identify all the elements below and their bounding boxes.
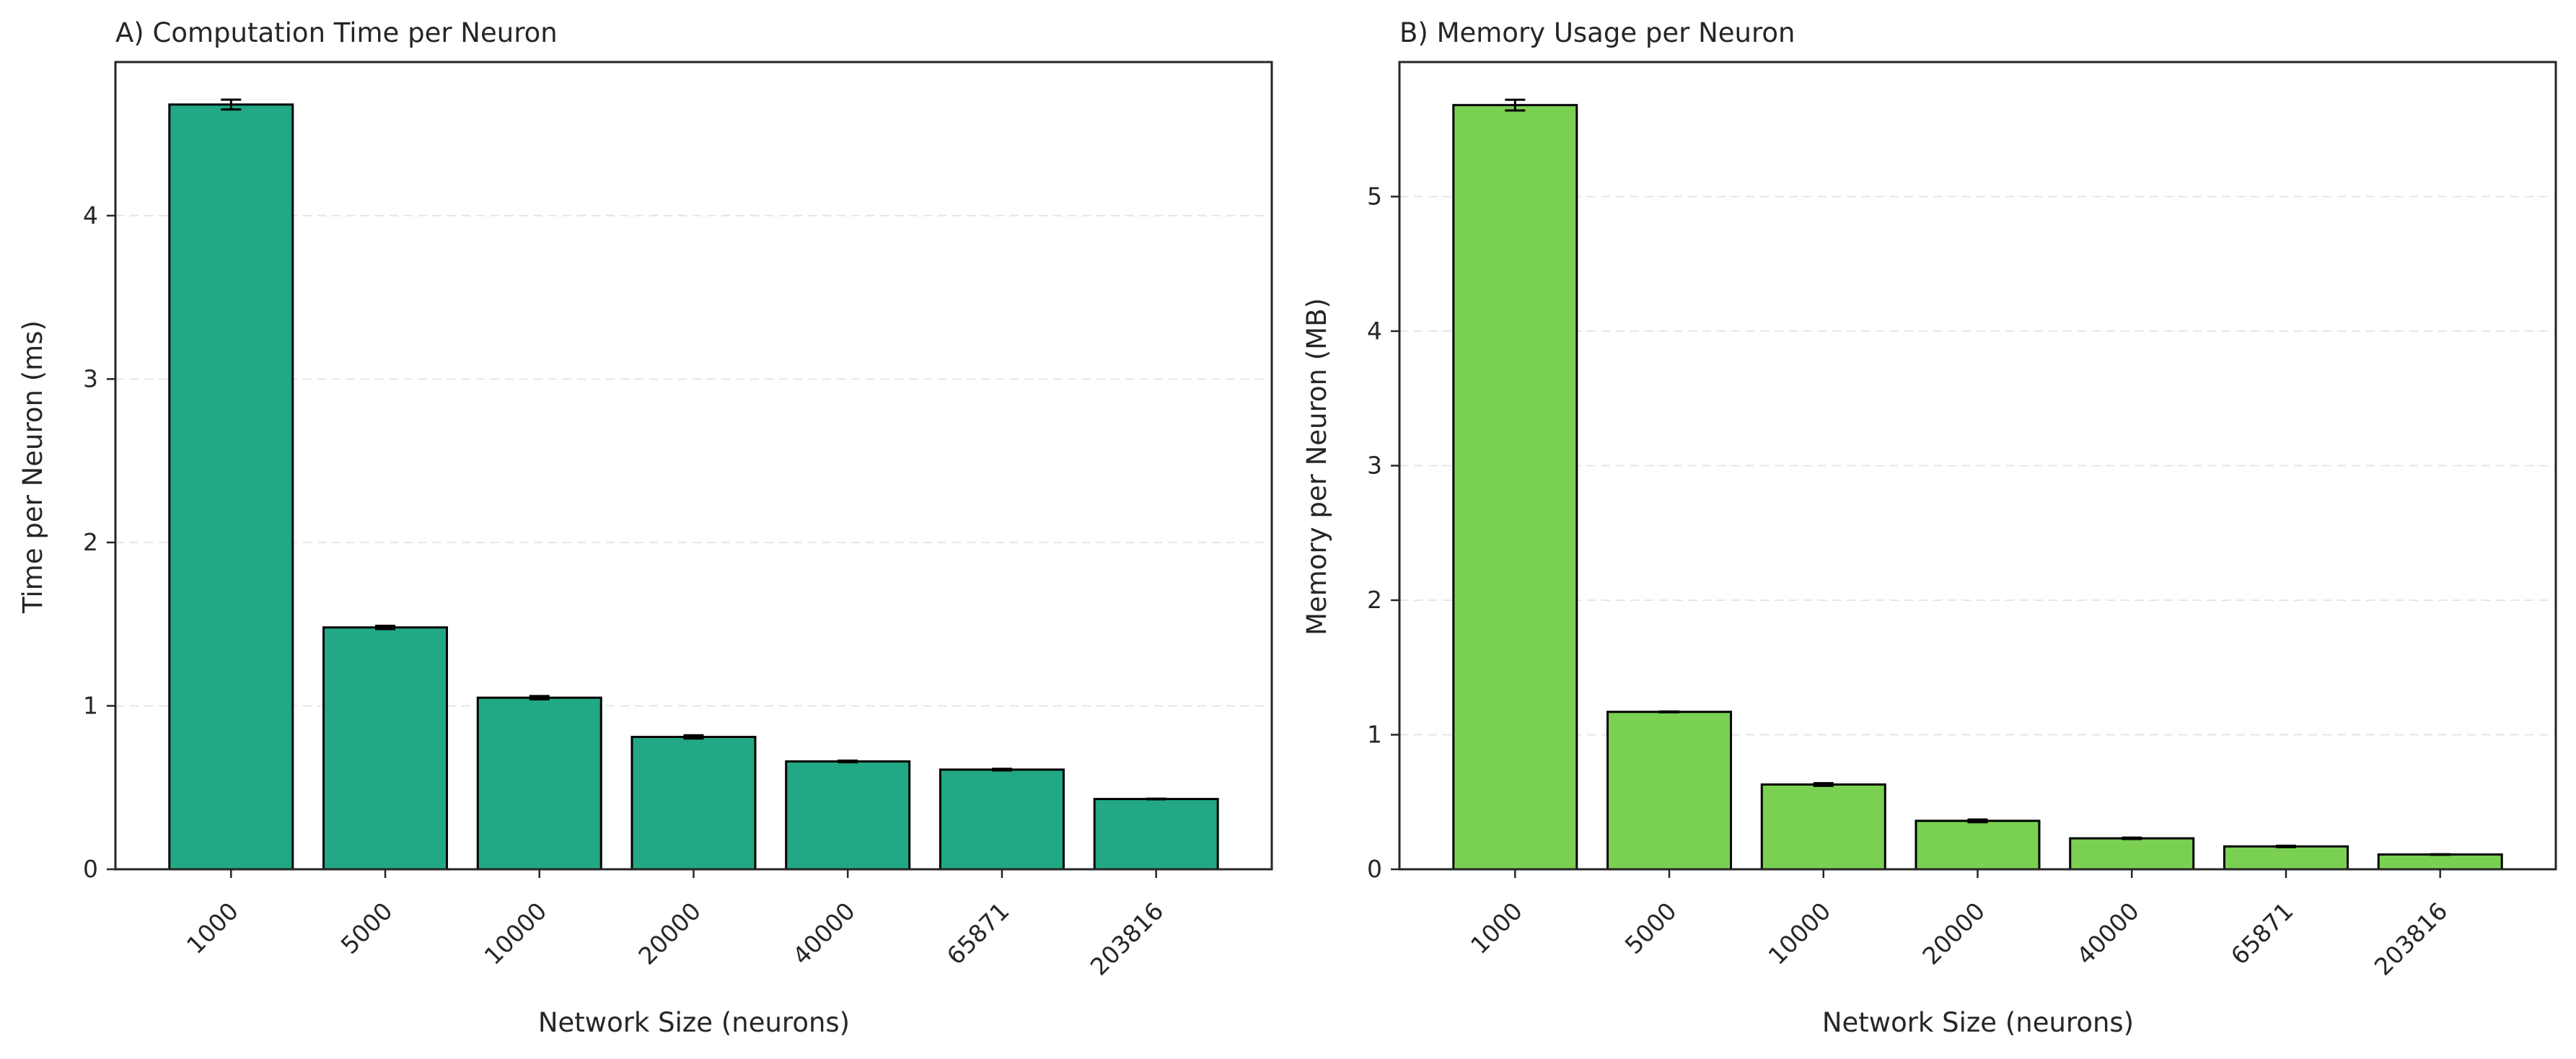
panel-a-y-axis-label: Time per Neuron (ms)	[17, 320, 48, 614]
panel-a-bar	[785, 760, 911, 871]
panel-a-x-tick-label: 10000	[479, 897, 553, 970]
panel-b-bar	[2069, 837, 2195, 871]
panel-a-x-axis-label: Network Size (neurons)	[538, 1007, 850, 1038]
panel-a-bar	[476, 696, 602, 871]
panel-b-y-tick-label: 5	[1367, 183, 1382, 211]
panel-a-y-tick-label: 4	[83, 201, 98, 229]
panel-a-y-tick-label: 0	[83, 855, 98, 883]
panel-b: B) Memory Usage per Neuron Network Size …	[1301, 17, 2557, 1038]
panel-a-bar	[322, 626, 449, 871]
panel-b-y-tick-label: 3	[1367, 452, 1382, 480]
panel-b-bar	[2377, 853, 2503, 871]
panel-b-bar	[2223, 845, 2349, 871]
panel-b-y-tick-label: 0	[1367, 855, 1382, 883]
panel-a-x-tick-label: 203816	[1085, 897, 1169, 981]
panel-b-bar	[1760, 783, 1886, 871]
panel-a-bar	[1093, 798, 1219, 871]
panel-b-y-tick-label: 2	[1367, 586, 1382, 614]
panel-b-x-tick-label: 203816	[2369, 897, 2453, 981]
panel-b-y-axis-label: Memory per Neuron (MB)	[1301, 298, 1332, 636]
panel-a-bar	[168, 103, 294, 871]
panel-b-y-tick-label: 4	[1367, 317, 1382, 345]
panel-b-x-tick-label: 1000	[1465, 897, 1528, 959]
panel-a-x-tick-label: 1000	[181, 897, 244, 959]
panel-b-bar	[1915, 819, 2041, 871]
panel-a-y-tick-label: 2	[83, 528, 98, 556]
panel-a-axes-frame	[114, 61, 1273, 871]
panel-b-axes-frame	[1398, 61, 2557, 871]
panel-b-bar	[1606, 711, 1733, 871]
panel-a-bar	[938, 768, 1065, 871]
panel-b-x-tick-label: 65871	[2225, 897, 2299, 970]
panel-b-x-tick-label: 10000	[1763, 897, 1837, 970]
panel-b-y-tick-label: 1	[1367, 721, 1382, 749]
panel-a-y-tick-label: 1	[83, 691, 98, 719]
panel-b-x-tick-label: 5000	[1619, 897, 1682, 959]
panel-a-y-tick-label: 3	[83, 364, 98, 392]
panel-a: A) Computation Time per Neuron Network S…	[17, 17, 1273, 1038]
panel-b-x-axis-label: Network Size (neurons)	[1822, 1007, 2134, 1038]
panel-a-x-tick-label: 5000	[335, 897, 398, 959]
panel-a-x-tick-label: 65871	[941, 897, 1015, 970]
panel-b-title: B) Memory Usage per Neuron	[1399, 17, 1795, 48]
panel-a-x-tick-label: 40000	[787, 897, 861, 970]
panel-b-x-tick-label: 20000	[1917, 897, 1990, 970]
panel-b-bar	[1452, 104, 1578, 871]
panel-a-x-tick-label: 20000	[633, 897, 706, 970]
panel-b-x-tick-label: 40000	[2071, 897, 2145, 970]
panel-a-title: A) Computation Time per Neuron	[115, 17, 558, 48]
panel-a-bar	[630, 736, 757, 871]
